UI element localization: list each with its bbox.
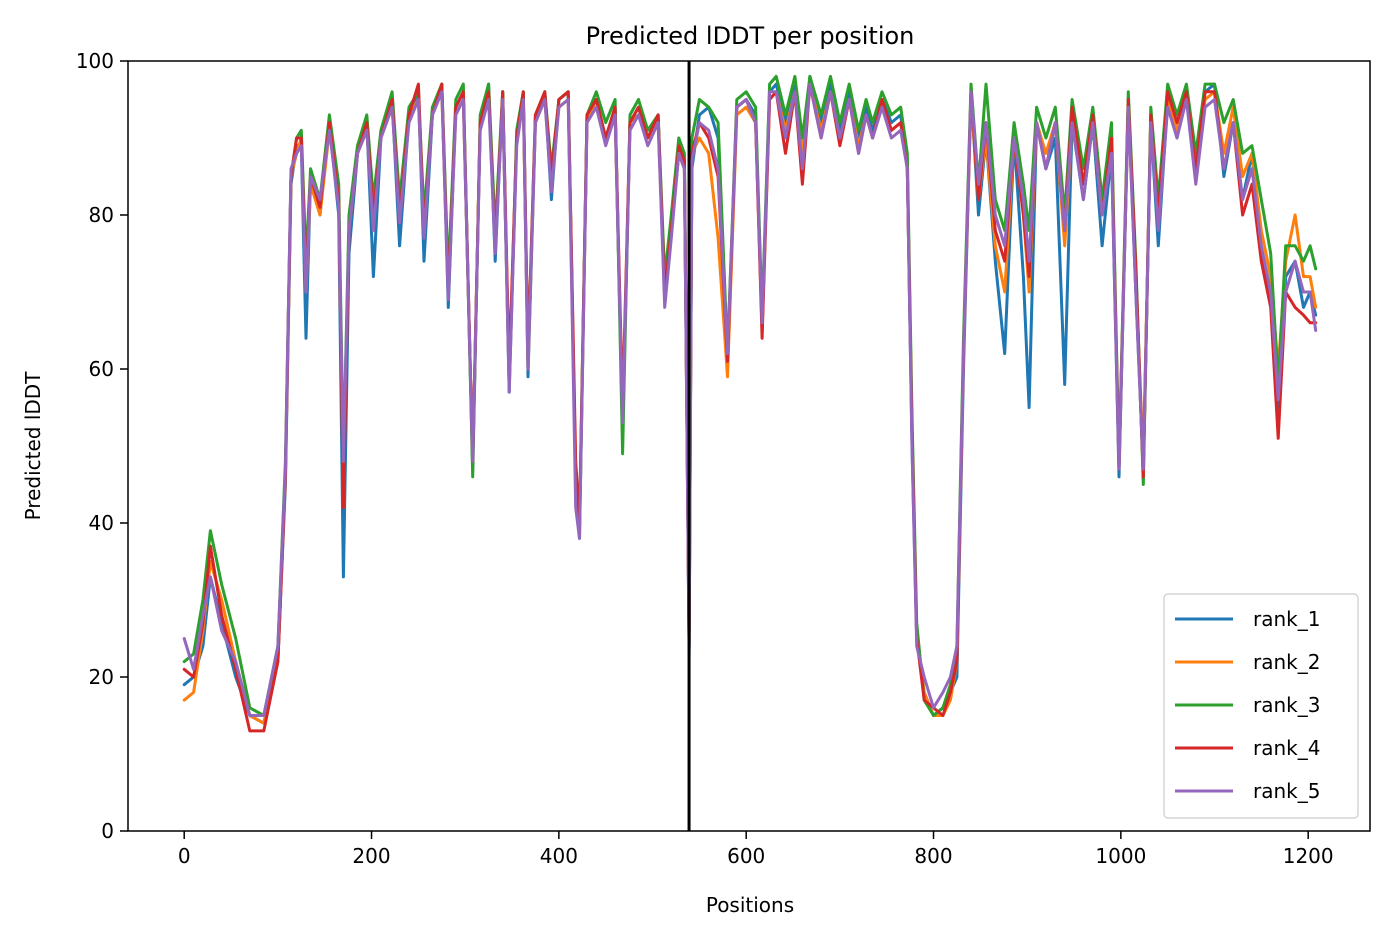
y-tick-label: 60 bbox=[89, 357, 114, 381]
legend-label-rank_5: rank_5 bbox=[1253, 779, 1320, 803]
x-tick-label: 0 bbox=[178, 844, 191, 868]
x-tick-label: 800 bbox=[914, 844, 952, 868]
chart-title: Predicted lDDT per position bbox=[586, 22, 915, 50]
y-tick-label: 0 bbox=[101, 819, 114, 843]
legend: rank_1 rank_2 rank_3 rank_4 rank_5 bbox=[1163, 593, 1359, 819]
plot-frame bbox=[127, 60, 1371, 832]
y-tick-label: 80 bbox=[89, 203, 114, 227]
y-axis-title: Predicted lDDT bbox=[21, 371, 45, 521]
legend-label-rank_1: rank_1 bbox=[1253, 607, 1320, 631]
y-tick-label: 20 bbox=[89, 665, 114, 689]
series-line-rank_5 bbox=[182, 82, 1318, 717]
x-tick-label: 1000 bbox=[1095, 844, 1146, 868]
legend-label-rank_4: rank_4 bbox=[1253, 736, 1320, 760]
x-axis-ticks: 0 200 400 600 800 1000 1200 bbox=[178, 831, 1334, 868]
x-tick-label: 200 bbox=[352, 844, 390, 868]
y-tick-label: 40 bbox=[89, 511, 114, 535]
x-tick-label: 1200 bbox=[1283, 844, 1334, 868]
y-axis-ticks: 0 20 40 60 80 100 bbox=[76, 49, 128, 843]
series-lines bbox=[182, 74, 1318, 733]
legend-label-rank_2: rank_2 bbox=[1253, 650, 1320, 674]
legend-box bbox=[1163, 593, 1359, 819]
x-tick-label: 600 bbox=[727, 844, 765, 868]
y-tick-label: 100 bbox=[76, 49, 114, 73]
legend-label-rank_3: rank_3 bbox=[1253, 693, 1320, 717]
x-tick-label: 400 bbox=[540, 844, 578, 868]
x-axis-title: Positions bbox=[706, 893, 794, 917]
legend-items: rank_1 rank_2 rank_3 rank_4 rank_5 bbox=[1175, 607, 1320, 803]
